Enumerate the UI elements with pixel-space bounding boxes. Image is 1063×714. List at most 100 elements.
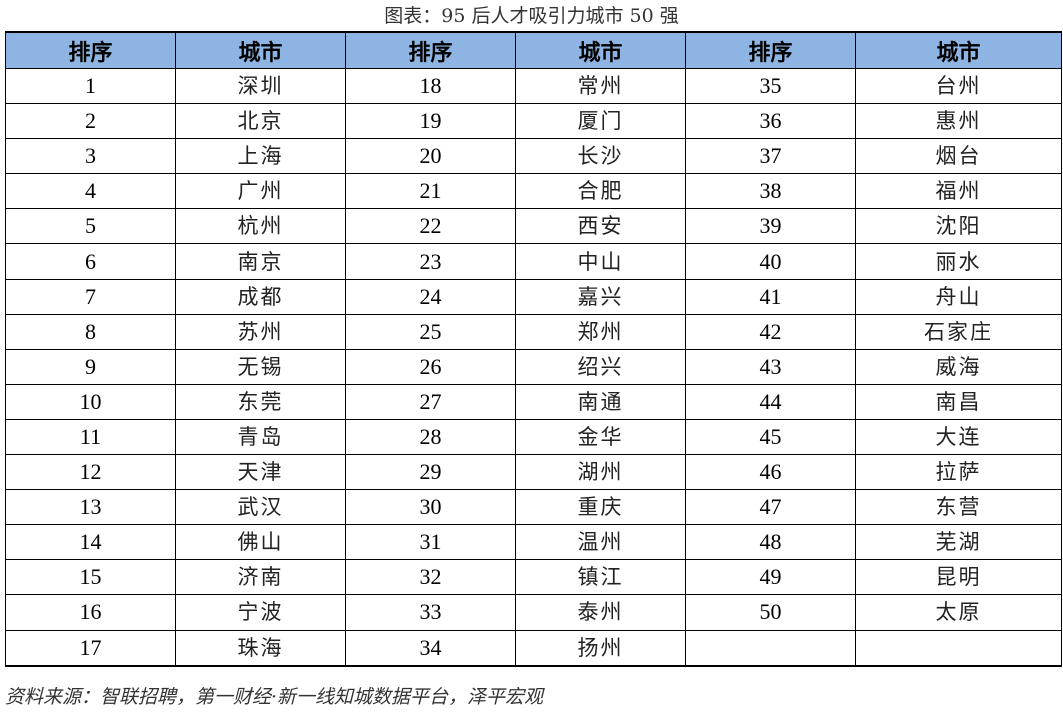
- city-cell: [855, 629, 1062, 667]
- rank-cell: 35: [685, 67, 856, 105]
- header-rank: 排序: [5, 31, 176, 69]
- rank-cell: 27: [345, 383, 516, 420]
- city-cell: 湖州: [515, 454, 686, 491]
- rank-cell: 40: [685, 243, 856, 280]
- table-row: 12 天津 29 湖州 46 拉萨: [5, 454, 1062, 491]
- table-row: 5 杭州 22 西安 39 沈阳: [5, 208, 1062, 245]
- table-row: 3 上海 20 长沙 37 烟台: [5, 138, 1062, 175]
- table-row: 14 佛山 31 温州 48 芜湖: [5, 524, 1062, 561]
- header-rank: 排序: [345, 31, 516, 69]
- city-cell: 合肥: [515, 173, 686, 210]
- city-cell: 常州: [515, 67, 686, 105]
- rank-cell: 50: [685, 594, 856, 631]
- rank-cell: 46: [685, 454, 856, 491]
- city-cell: 威海: [855, 348, 1062, 385]
- rank-cell: 4: [5, 173, 176, 210]
- rank-cell: 19: [345, 103, 516, 140]
- city-cell: 昆明: [855, 559, 1062, 596]
- city-cell: 深圳: [175, 67, 346, 105]
- table-row: 8 苏州 25 郑州 42 石家庄: [5, 313, 1062, 350]
- rank-cell: 37: [685, 138, 856, 175]
- city-cell: 青岛: [175, 418, 346, 456]
- rank-cell: 16: [5, 594, 176, 631]
- table-row: 10 东莞 27 南通 44 南昌: [5, 383, 1062, 420]
- rank-cell: 48: [685, 524, 856, 561]
- city-cell: 武汉: [175, 489, 346, 526]
- rank-cell: 43: [685, 348, 856, 385]
- city-cell: 南京: [175, 243, 346, 280]
- city-cell: 丽水: [855, 243, 1062, 280]
- city-cell: 绍兴: [515, 348, 686, 385]
- table-row: 13 武汉 30 重庆 47 东营: [5, 489, 1062, 526]
- city-cell: 镇江: [515, 559, 686, 596]
- city-cell: 长沙: [515, 138, 686, 175]
- table-row: 11 青岛 28 金华 45 大连: [5, 418, 1062, 456]
- rank-cell: 10: [5, 383, 176, 420]
- rank-cell: 5: [5, 208, 176, 245]
- table-header-row: 排序 城市 排序 城市 排序 城市: [5, 31, 1062, 69]
- city-cell: 成都: [175, 278, 346, 315]
- rank-cell: 42: [685, 313, 856, 350]
- rank-cell: 26: [345, 348, 516, 385]
- rank-cell: 32: [345, 559, 516, 596]
- city-cell: 温州: [515, 524, 686, 561]
- city-cell: 沈阳: [855, 208, 1062, 245]
- rank-cell: 20: [345, 138, 516, 175]
- rank-cell: 31: [345, 524, 516, 561]
- city-cell: 福州: [855, 173, 1062, 210]
- header-city: 城市: [855, 31, 1062, 69]
- city-cell: 石家庄: [855, 313, 1062, 350]
- rank-cell: 22: [345, 208, 516, 245]
- city-cell: 宁波: [175, 594, 346, 631]
- city-cell: 厦门: [515, 103, 686, 140]
- city-cell: 舟山: [855, 278, 1062, 315]
- rank-cell: 23: [345, 243, 516, 280]
- rank-cell: 36: [685, 103, 856, 140]
- table-row: 1 深圳 18 常州 35 台州: [5, 67, 1062, 105]
- city-cell: 扬州: [515, 629, 686, 667]
- city-cell: 大连: [855, 418, 1062, 456]
- table-caption: 图表：95 后人才吸引力城市 50 强: [384, 5, 679, 27]
- rank-cell: 34: [345, 629, 516, 667]
- city-cell: 太原: [855, 594, 1062, 631]
- rank-cell: 7: [5, 278, 176, 315]
- rank-cell: 45: [685, 418, 856, 456]
- rank-cell: 24: [345, 278, 516, 315]
- city-cell: 佛山: [175, 524, 346, 561]
- table-row: 9 无锡 26 绍兴 43 威海: [5, 348, 1062, 385]
- rank-cell: 47: [685, 489, 856, 526]
- rank-cell: 3: [5, 138, 176, 175]
- rank-cell: 21: [345, 173, 516, 210]
- city-cell: 泰州: [515, 594, 686, 631]
- city-cell: 重庆: [515, 489, 686, 526]
- city-cell: 上海: [175, 138, 346, 175]
- rank-cell: 9: [5, 348, 176, 385]
- city-cell: 惠州: [855, 103, 1062, 140]
- table-row: 7 成都 24 嘉兴 41 舟山: [5, 278, 1062, 315]
- source-note: 资料来源：智联招聘，第一财经·新一线知城数据平台，泽平宏观: [5, 686, 544, 708]
- table-row: 15 济南 32 镇江 49 昆明: [5, 559, 1062, 596]
- table-row: 17 珠海 34 扬州: [5, 629, 1062, 667]
- rank-cell: 28: [345, 418, 516, 456]
- city-cell: 苏州: [175, 313, 346, 350]
- city-cell: 芜湖: [855, 524, 1062, 561]
- city-cell: 烟台: [855, 138, 1062, 175]
- rank-cell: 13: [5, 489, 176, 526]
- rank-cell: 2: [5, 103, 176, 140]
- rank-cell: 38: [685, 173, 856, 210]
- city-cell: 西安: [515, 208, 686, 245]
- city-cell: 济南: [175, 559, 346, 596]
- rank-cell: 29: [345, 454, 516, 491]
- rank-cell: 44: [685, 383, 856, 420]
- rank-cell: 41: [685, 278, 856, 315]
- city-cell: 拉萨: [855, 454, 1062, 491]
- city-cell: 广州: [175, 173, 346, 210]
- rank-cell: 25: [345, 313, 516, 350]
- city-cell: 台州: [855, 67, 1062, 105]
- city-cell: 杭州: [175, 208, 346, 245]
- table-body: 1 深圳 18 常州 35 台州 2 北京 19 厦门 36 惠州 3 上海 20 长沙 37 烟台 4 广州 21 合肥…: [5, 67, 1062, 667]
- table-row: 4 广州 21 合肥 38 福州: [5, 173, 1062, 210]
- rank-cell: 30: [345, 489, 516, 526]
- ranking-table: 排序 城市 排序 城市 排序 城市 1 深圳 18 常州 35 台州 2 北京 19 厦门 36 惠州…: [5, 31, 1062, 667]
- rank-cell: 18: [345, 67, 516, 105]
